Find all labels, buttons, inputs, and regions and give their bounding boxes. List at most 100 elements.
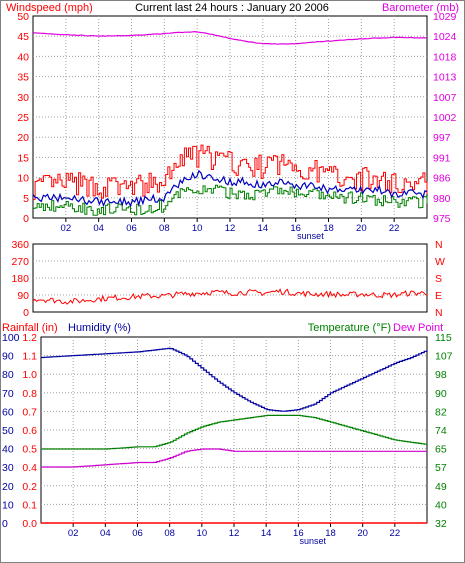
x-tick-label: 02 [61,223,72,234]
compass-label: W [435,256,445,268]
barometer-tick-label: 1013 [433,72,457,84]
temperature-tick-label: 74 [435,425,447,437]
wind-direction-trace [32,288,428,305]
wind-tick-label: 15 [17,152,29,164]
x-tick-label: 06 [132,528,143,539]
rainfall-tick-label: 1.2 [22,332,37,344]
x-tick-label: 22 [390,528,401,539]
dewpoint-line [41,448,427,468]
direction-tick-label: 270 [11,256,29,268]
x-tick-label: 04 [93,223,104,234]
humidity-tick-label: 30 [2,462,14,474]
rainfall-tick-label: 0.1 [22,499,37,511]
rainfall-tick-label: 0.6 [22,425,37,437]
x-tick-label: 20 [357,528,368,539]
barometer-tick-label: 980 [433,193,451,205]
wind-tick-label: 20 [17,132,29,144]
temperature-tick-label: 57 [435,462,447,474]
barometer-tick-label: 1007 [433,92,457,104]
humidity-tick-label: 40 [2,444,14,456]
rainfall-axis-label: Rainfall (in) [2,322,58,334]
compass-label: E [435,290,442,302]
barometer-tick-label: 991 [433,152,451,164]
barometer-tick-label: 975 [433,213,451,225]
compass-label: N [435,239,443,251]
barometer-axis-label: Barometer (mb) [382,2,459,14]
x-tick-label: 18 [325,528,336,539]
wind-gust-line [33,144,428,200]
x-tick-label: 14 [258,223,269,234]
rainfall-tick-label: 1.0 [22,369,37,381]
sunset-label: sunset [297,231,324,241]
temperature-tick-label: 40 [435,499,447,511]
plot-frame [32,243,428,313]
wind-average-line [32,169,428,208]
rainfall-tick-label: 0.7 [22,406,37,418]
barometer-tick-label: 1029 [433,11,457,23]
wind-tick-label: 10 [17,173,29,185]
direction-tick-label: 0 [23,307,29,319]
humidity-tick-label: 10 [2,499,14,511]
barometer-tick-label: 1018 [433,51,457,63]
humidity-tick-label: 50 [2,425,14,437]
x-tick-label: 04 [100,528,111,539]
wind-tick-label: 30 [17,92,29,104]
chart-title: Current last 24 hours : January 20 2006 [135,2,329,14]
rainfall-tick-label: 0.5 [22,444,37,456]
humidity-temperature-panel: 02 04 06 08 10 12 14 16 18 20 22 sunset 0 10 20 30 40 50 6… [2,332,453,546]
humidity-tick-label: 20 [2,481,14,493]
temperature-line [41,414,428,450]
x-tick-label: 16 [290,223,301,234]
x-tick-label: 10 [192,223,203,234]
rainfall-tick-label: 0.0 [22,518,37,530]
x-tick-label: 10 [197,528,208,539]
temperature-tick-label: 90 [435,388,447,400]
rainfall-tick-label: 0.8 [22,388,37,400]
temperature-tick-label: 107 [435,351,453,363]
x-tick-label: 20 [356,223,367,234]
dewpoint-axis-label: Dew Point [393,322,443,334]
humidity-tick-label: 60 [2,406,14,418]
x-tick-label: 06 [126,223,137,234]
wind-tick-label: 25 [17,112,29,124]
temperature-axis-label: Temperature (°F) [308,322,391,334]
barometer-tick-label: 1024 [433,31,457,43]
sunset-label: sunset [300,536,327,546]
humidity-axis-label: Humidity (%) [68,322,131,334]
barometer-line [32,30,428,45]
barometer-tick-label: 997 [433,132,451,144]
compass-label: N [435,307,443,319]
compass-label: S [435,273,442,285]
wind-low-line [33,184,428,216]
humidity-tick-label: 100 [2,332,20,344]
wind-tick-label: 35 [17,72,29,84]
temperature-tick-label: 82 [435,406,447,418]
windspeed-axis-label: Windspeed (mph) [6,2,93,14]
x-tick-label: 14 [261,528,272,539]
wind-tick-label: 0 [23,213,29,225]
temperature-tick-label: 49 [435,481,447,493]
humidity-tick-label: 0 [2,518,8,530]
rainfall-tick-label: 0.2 [22,481,37,493]
temperature-tick-label: 65 [435,444,447,456]
humidity-line [41,347,428,412]
humidity-tick-label: 80 [2,369,14,381]
x-tick-label: 18 [323,223,334,234]
rainfall-tick-label: 1.1 [22,351,37,363]
temperature-tick-label: 115 [435,332,452,344]
x-tick-label: 08 [159,223,170,234]
wind-tick-label: 5 [23,193,29,205]
direction-tick-label: 90 [17,290,29,302]
x-tick-label: 12 [225,223,236,234]
x-tick-label: 02 [68,528,79,539]
barometer-tick-label: 1002 [433,112,457,124]
wind-tick-label: 45 [17,31,29,43]
x-tick-label: 22 [389,223,400,234]
direction-tick-label: 180 [11,273,29,285]
temperature-tick-label: 98 [435,369,447,381]
direction-tick-label: 360 [11,239,29,251]
wind-tick-label: 40 [17,51,29,63]
barometer-tick-label: 986 [433,173,451,185]
